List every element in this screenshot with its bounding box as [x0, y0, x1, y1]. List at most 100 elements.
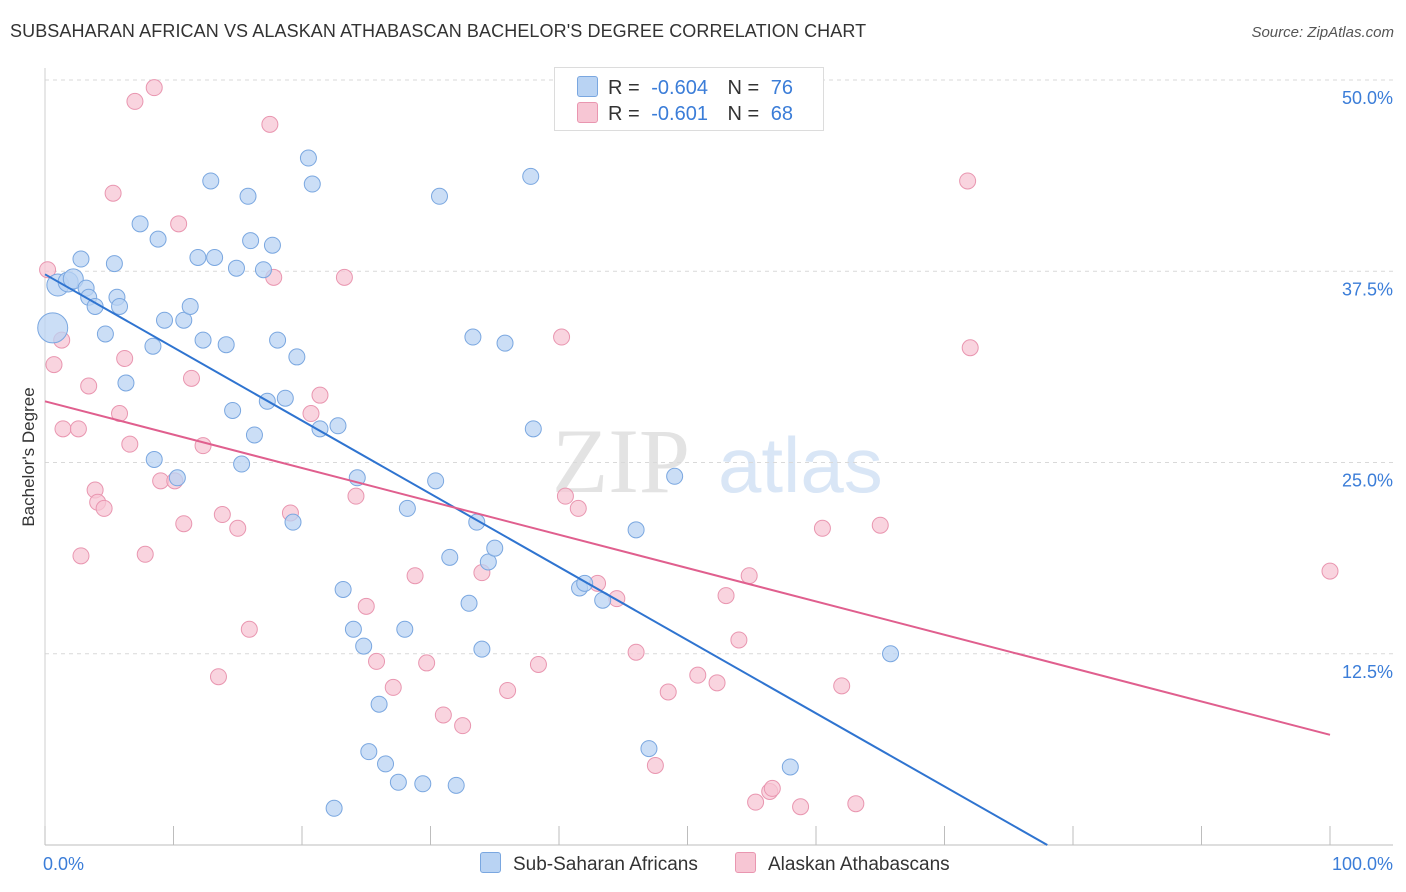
point-alaskan — [434, 706, 452, 724]
point-sub-saharan — [62, 268, 84, 290]
point-sub-saharan — [105, 255, 123, 273]
point-sub-saharan — [284, 513, 302, 531]
data-points — [37, 79, 1339, 817]
point-alaskan — [209, 668, 227, 686]
point-sub-saharan — [344, 620, 362, 638]
point-sub-saharan — [360, 743, 378, 761]
point-sub-saharan — [263, 236, 281, 254]
point-alaskan — [454, 717, 472, 735]
source-label: Source: ZipAtlas.com — [1251, 24, 1394, 41]
point-sub-saharan — [473, 640, 491, 658]
x-tick-label: 100.0% — [1332, 854, 1393, 874]
point-alaskan — [368, 652, 386, 670]
point-sub-saharan — [168, 469, 186, 487]
point-alaskan — [54, 420, 72, 438]
grid-lines — [45, 79, 1393, 655]
point-sub-saharan — [111, 297, 129, 315]
point-alaskan — [213, 506, 231, 524]
point-sub-saharan — [145, 450, 163, 468]
point-sub-saharan — [131, 215, 149, 233]
point-alaskan — [763, 779, 781, 797]
point-sub-saharan — [334, 580, 352, 598]
point-alaskan — [116, 349, 134, 367]
point-sub-saharan — [627, 521, 645, 539]
point-sub-saharan — [522, 167, 540, 185]
point-sub-saharan — [149, 230, 167, 248]
point-sub-saharan — [441, 548, 459, 566]
point-sub-saharan — [486, 539, 504, 557]
point-sub-saharan — [430, 187, 448, 205]
point-alaskan — [553, 328, 571, 346]
point-alaskan — [240, 620, 258, 638]
legend-swatch-blue — [577, 76, 598, 97]
chart-title: SUBSAHARAN AFRICAN VS ALASKAN ATHABASCAN… — [10, 21, 867, 41]
point-alaskan — [39, 261, 57, 279]
n-value: 68 — [770, 103, 794, 125]
point-alaskan — [847, 795, 865, 813]
y-tick-label: 12.5% — [1342, 662, 1393, 682]
point-sub-saharan — [414, 775, 432, 793]
point-sub-saharan — [254, 261, 272, 279]
point-alaskan — [384, 678, 402, 696]
watermark-zip: ZIP — [552, 410, 690, 512]
point-alaskan — [740, 567, 758, 585]
point-sub-saharan — [202, 172, 220, 190]
point-alaskan — [646, 756, 664, 774]
point-alaskan — [302, 405, 320, 423]
point-alaskan — [569, 499, 587, 517]
point-sub-saharan — [781, 758, 799, 776]
r-label: R = — [608, 103, 640, 125]
point-sub-saharan — [276, 389, 294, 407]
y-tick-label: 25.0% — [1342, 471, 1393, 491]
legend-swatch-pink — [735, 852, 756, 873]
x-tick-label: 0.0% — [43, 854, 84, 874]
point-sub-saharan — [370, 695, 388, 713]
point-alaskan — [556, 487, 574, 505]
watermark-atlas: atlas — [718, 421, 883, 509]
y-tick-label: 37.5% — [1342, 279, 1393, 299]
point-alaskan — [357, 597, 375, 615]
point-sub-saharan — [447, 776, 465, 794]
point-alaskan — [335, 268, 353, 286]
point-alaskan — [833, 677, 851, 695]
point-sub-saharan — [206, 248, 224, 266]
point-sub-saharan — [524, 420, 542, 438]
point-alaskan — [792, 798, 810, 816]
legend-swatch-blue — [480, 852, 501, 873]
n-label: N = — [727, 77, 760, 99]
point-sub-saharan — [640, 740, 658, 758]
point-sub-saharan — [479, 553, 497, 571]
point-sub-saharan — [194, 331, 212, 349]
point-sub-saharan — [427, 472, 445, 490]
legend-label: Sub-Saharan Africans — [513, 854, 698, 875]
point-alaskan — [1321, 562, 1339, 580]
y-tick-label: 50.0% — [1342, 88, 1393, 108]
point-sub-saharan — [72, 250, 90, 268]
point-alaskan — [708, 674, 726, 692]
point-alaskan — [95, 499, 113, 517]
point-alaskan — [126, 92, 144, 110]
point-sub-saharan — [355, 637, 373, 655]
point-alaskan — [311, 386, 329, 404]
point-alaskan — [229, 519, 247, 537]
point-sub-saharan — [239, 187, 257, 205]
point-sub-saharan — [329, 417, 347, 435]
point-alaskan — [406, 567, 424, 585]
point-alaskan — [959, 172, 977, 190]
point-alaskan — [175, 515, 193, 533]
point-sub-saharan — [37, 312, 69, 344]
point-alaskan — [145, 79, 163, 97]
point-sub-saharan — [181, 297, 199, 315]
point-sub-saharan — [227, 259, 245, 277]
point-alaskan — [72, 547, 90, 565]
point-sub-saharan — [224, 401, 242, 419]
point-sub-saharan — [217, 336, 235, 354]
point-sub-saharan — [144, 337, 162, 355]
point-alaskan — [170, 215, 188, 233]
r-value: -0.604 — [651, 77, 708, 99]
point-alaskan — [730, 631, 748, 649]
point-sub-saharan — [175, 311, 193, 329]
point-alaskan — [182, 369, 200, 387]
trend-line-sub-saharan — [44, 273, 1048, 846]
point-alaskan — [689, 666, 707, 684]
